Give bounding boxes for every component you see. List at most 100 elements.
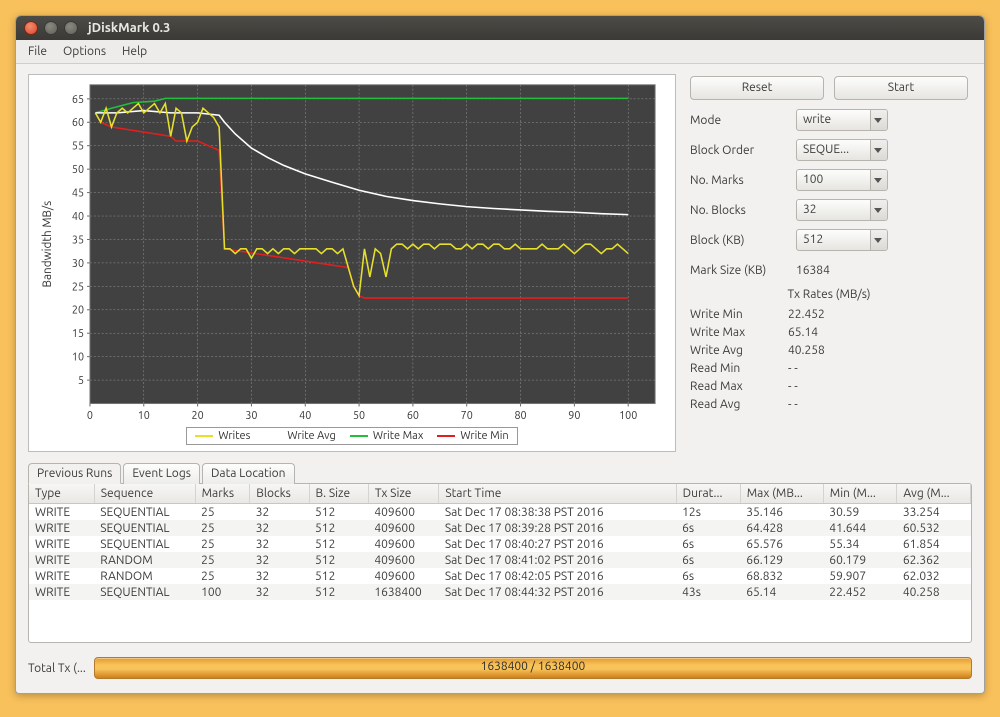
svg-text:10: 10 <box>138 410 150 422</box>
write-max-label: Write Max <box>690 326 788 339</box>
side-panel: Reset Start Mode write Block Order SEQUE… <box>684 74 972 452</box>
svg-text:0: 0 <box>87 410 93 422</box>
svg-text:35: 35 <box>72 234 84 246</box>
runs-table: TypeSequenceMarksBlocksB. SizeTx SizeSta… <box>29 484 971 600</box>
minimize-icon[interactable] <box>44 21 58 35</box>
progress-text: 1638400 / 1638400 <box>95 660 971 673</box>
table-row[interactable]: WRITESEQUENTIAL100325121638400Sat Dec 17… <box>29 584 971 600</box>
menubar: File Options Help <box>16 40 984 64</box>
svg-text:Bandwidth MB/s: Bandwidth MB/s <box>41 201 54 288</box>
tx-rates-header: Tx Rates (MB/s) <box>690 288 968 301</box>
write-avg-value: 40.258 <box>788 344 825 357</box>
svg-text:60: 60 <box>407 410 419 422</box>
close-icon[interactable] <box>24 21 38 35</box>
no-blocks-select[interactable]: 32 <box>796 199 888 221</box>
write-avg-label: Write Avg <box>690 344 788 357</box>
bandwidth-chart: 5101520253035404550556065010203040506070… <box>29 75 675 427</box>
table-row[interactable]: WRITERANDOM2532512409600Sat Dec 17 08:41… <box>29 552 971 568</box>
legend-write-max: Write Max <box>373 430 424 442</box>
no-marks-label: No. Marks <box>690 174 788 187</box>
svg-text:40: 40 <box>72 211 84 223</box>
write-max-value: 65.14 <box>788 326 818 339</box>
tab-strip: Previous Runs Event Logs Data Location <box>28 463 972 484</box>
menu-file[interactable]: File <box>22 43 53 60</box>
tab-previous-runs[interactable]: Previous Runs <box>28 463 121 484</box>
svg-text:60: 60 <box>72 117 84 129</box>
col-header[interactable]: Sequence <box>94 484 195 504</box>
read-min-label: Read Min <box>690 362 788 375</box>
menu-help[interactable]: Help <box>116 43 153 60</box>
svg-text:20: 20 <box>72 305 84 317</box>
no-blocks-label: No. Blocks <box>690 204 788 217</box>
mark-size-value: 16384 <box>796 264 830 277</box>
tab-event-logs[interactable]: Event Logs <box>123 463 200 484</box>
col-header[interactable]: Start Time <box>439 484 676 504</box>
svg-text:50: 50 <box>353 410 365 422</box>
svg-text:45: 45 <box>72 188 84 200</box>
svg-text:30: 30 <box>72 258 84 270</box>
chevron-down-icon <box>874 118 882 123</box>
block-kb-select[interactable]: 512 <box>796 229 888 251</box>
read-min-value: - - <box>788 362 798 375</box>
menu-options[interactable]: Options <box>57 43 112 60</box>
col-header[interactable]: Max (MB... <box>740 484 823 504</box>
svg-text:30: 30 <box>245 410 257 422</box>
table-row[interactable]: WRITESEQUENTIAL2532512409600Sat Dec 17 0… <box>29 504 971 521</box>
col-header[interactable]: Blocks <box>250 484 309 504</box>
chevron-down-icon <box>874 178 882 183</box>
titlebar: jDiskMark 0.3 <box>16 16 984 40</box>
mark-size-label: Mark Size (KB) <box>690 264 788 277</box>
svg-text:15: 15 <box>72 328 84 340</box>
write-min-value: 22.452 <box>788 308 825 321</box>
table-row[interactable]: WRITERANDOM2532512409600Sat Dec 17 08:42… <box>29 568 971 584</box>
progress-bar: 1638400 / 1638400 <box>94 657 972 679</box>
reset-button[interactable]: Reset <box>690 76 824 100</box>
svg-text:100: 100 <box>619 410 637 422</box>
col-header[interactable]: Durat... <box>676 484 740 504</box>
col-header[interactable]: Type <box>29 484 94 504</box>
window-title: jDiskMark 0.3 <box>88 21 170 35</box>
maximize-icon[interactable] <box>64 21 78 35</box>
read-avg-value: - - <box>788 398 798 411</box>
legend-write-avg: Write Avg <box>287 430 335 442</box>
block-kb-label: Block (KB) <box>690 234 788 247</box>
svg-text:65: 65 <box>72 94 84 106</box>
total-tx-label: Total Tx (... <box>28 662 86 675</box>
block-order-select[interactable]: SEQUE... <box>796 139 888 161</box>
col-header[interactable]: Avg (M... <box>897 484 971 504</box>
svg-text:20: 20 <box>192 410 204 422</box>
start-button[interactable]: Start <box>834 76 968 100</box>
col-header[interactable]: Tx Size <box>368 484 438 504</box>
chevron-down-icon <box>874 148 882 153</box>
table-row[interactable]: WRITESEQUENTIAL2532512409600Sat Dec 17 0… <box>29 520 971 536</box>
mode-label: Mode <box>690 114 788 127</box>
no-marks-select[interactable]: 100 <box>796 169 888 191</box>
svg-text:10: 10 <box>72 352 84 364</box>
col-header[interactable]: Marks <box>195 484 250 504</box>
mode-select[interactable]: write <box>796 109 888 131</box>
app-window: jDiskMark 0.3 File Options Help 5 10 15 20 2… <box>15 15 985 694</box>
svg-text:80: 80 <box>514 410 526 422</box>
chart-panel: 5101520253035404550556065010203040506070… <box>28 74 676 452</box>
write-min-label: Write Min <box>690 308 788 321</box>
svg-text:50: 50 <box>72 164 84 176</box>
col-header[interactable]: B. Size <box>309 484 368 504</box>
read-max-label: Read Max <box>690 380 788 393</box>
svg-text:55: 55 <box>72 141 84 153</box>
svg-text:70: 70 <box>461 410 473 422</box>
svg-text:90: 90 <box>568 410 580 422</box>
legend-write-min: Write Min <box>460 430 508 442</box>
tab-data-location[interactable]: Data Location <box>202 463 295 484</box>
svg-text:5: 5 <box>78 375 84 387</box>
chevron-down-icon <box>874 208 882 213</box>
col-header[interactable]: Min (M... <box>823 484 897 504</box>
read-avg-label: Read Avg <box>690 398 788 411</box>
block-order-label: Block Order <box>690 144 788 157</box>
chevron-down-icon <box>874 238 882 243</box>
runs-table-container: TypeSequenceMarksBlocksB. SizeTx SizeSta… <box>28 483 972 643</box>
table-row[interactable]: WRITESEQUENTIAL2532512409600Sat Dec 17 0… <box>29 536 971 552</box>
legend-writes: Writes <box>218 430 250 442</box>
read-max-value: - - <box>788 380 798 393</box>
chart-legend: Writes Write Avg Write Max Write Min <box>186 427 517 445</box>
svg-text:40: 40 <box>299 410 311 422</box>
